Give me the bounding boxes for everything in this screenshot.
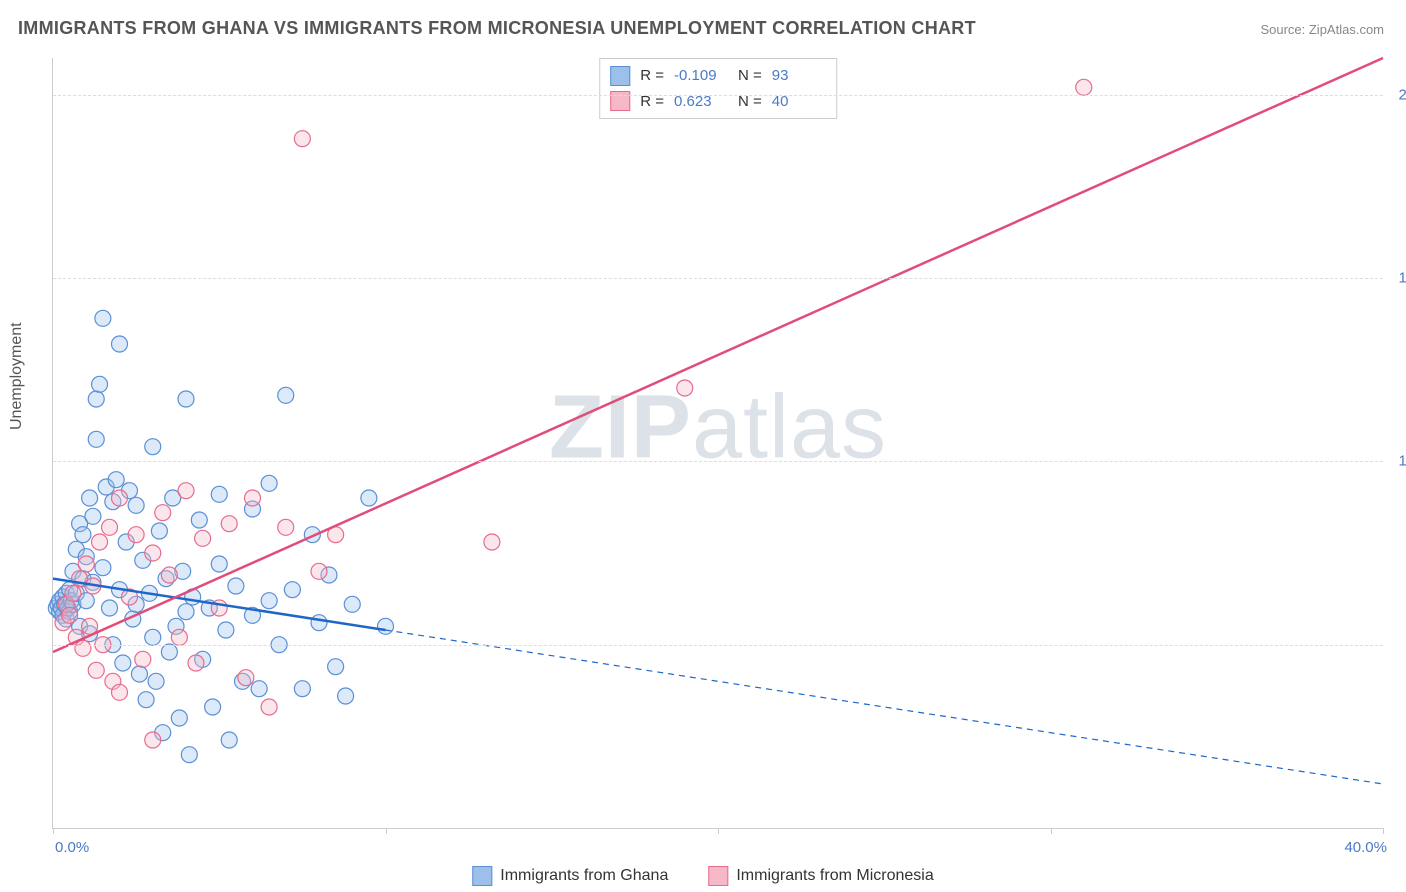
legend-stats: R = -0.109 N = 93 R = 0.623 N = 40 [599, 58, 837, 119]
legend-stats-row: R = -0.109 N = 93 [610, 63, 826, 89]
gridline [53, 645, 1383, 646]
chart-svg [53, 58, 1383, 828]
swatch-micronesia [708, 866, 728, 886]
legend-n-label: N = [738, 63, 762, 89]
legend-n-value-micronesia: 40 [772, 89, 826, 115]
x-tick-label: 0.0% [55, 839, 89, 856]
x-tick-mark [386, 828, 387, 834]
x-tick-mark [53, 828, 54, 834]
legend-r-value-ghana: -0.109 [674, 63, 728, 89]
legend-label-ghana: Immigrants from Ghana [500, 867, 668, 885]
legend-item-ghana: Immigrants from Ghana [472, 866, 668, 886]
gridline [53, 461, 1383, 462]
y-axis-label: Unemployment [8, 322, 26, 430]
x-tick-mark [718, 828, 719, 834]
x-tick-label: 40.0% [1344, 839, 1387, 856]
swatch-ghana [610, 66, 630, 86]
gridline [53, 278, 1383, 279]
legend-label-micronesia: Immigrants from Micronesia [736, 867, 933, 885]
legend-r-label: R = [640, 89, 664, 115]
y-tick-label: 5.0% [1387, 636, 1406, 653]
y-tick-label: 15.0% [1387, 270, 1406, 287]
legend-stats-row: R = 0.623 N = 40 [610, 89, 826, 115]
legend-r-label: R = [640, 63, 664, 89]
legend-n-label: N = [738, 89, 762, 115]
gridline [53, 95, 1383, 96]
y-tick-label: 10.0% [1387, 453, 1406, 470]
source-attribution: Source: ZipAtlas.com [1260, 22, 1384, 37]
legend-item-micronesia: Immigrants from Micronesia [708, 866, 933, 886]
legend-series: Immigrants from Ghana Immigrants from Mi… [472, 866, 933, 886]
plot-area: ZIPatlas R = -0.109 N = 93 R = 0.623 N =… [52, 58, 1383, 829]
chart-title: IMMIGRANTS FROM GHANA VS IMMIGRANTS FROM… [18, 18, 976, 39]
legend-n-value-ghana: 93 [772, 63, 826, 89]
legend-r-value-micronesia: 0.623 [674, 89, 728, 115]
swatch-ghana [472, 866, 492, 886]
x-tick-mark [1051, 828, 1052, 834]
x-tick-mark [1383, 828, 1384, 834]
y-tick-label: 20.0% [1387, 86, 1406, 103]
